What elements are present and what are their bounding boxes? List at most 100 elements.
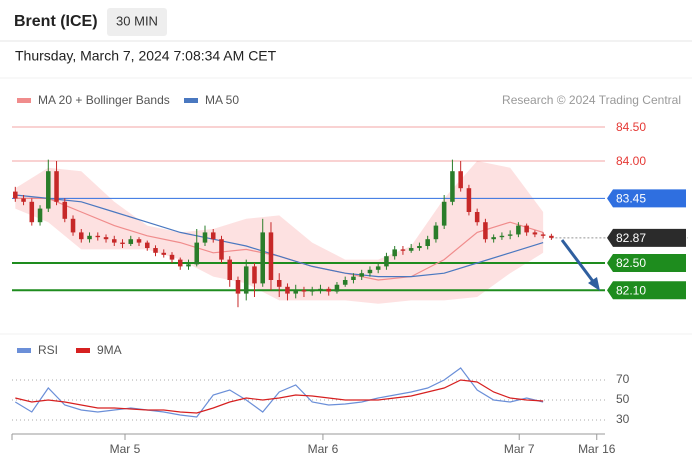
timestamp: Thursday, March 7, 2024 7:08:34 AM CET [15, 48, 277, 64]
copyright-note: Research © 2024 Trading Central [502, 93, 681, 107]
candle-body [46, 171, 51, 209]
candle-body [13, 191, 18, 199]
candle-body [532, 232, 538, 235]
candle-body [301, 290, 307, 292]
x-tick-label: Mar 6 [308, 442, 339, 456]
candle-body [144, 242, 150, 249]
candle-body [499, 235, 505, 238]
level-label: 84.00 [616, 154, 646, 168]
timeframe-badge[interactable] [107, 8, 167, 36]
legend-label: 9MA [97, 343, 122, 357]
candle-body [194, 242, 200, 265]
candle-body [466, 188, 472, 212]
legend-swatch [76, 348, 90, 353]
candle-body [524, 225, 529, 233]
x-tick-label: Mar 7 [504, 442, 535, 456]
candle-body [359, 273, 364, 277]
candle-body [408, 248, 414, 251]
level-badge [607, 189, 686, 208]
indicator-line [15, 379, 544, 414]
rsi-panel: RSI 9MA 70 50 30 Mar 5 Mar 6 Mar 7 Mar 16 [11, 343, 630, 456]
candle-body [293, 290, 298, 294]
candle-body [128, 239, 134, 244]
candle-body [95, 235, 101, 238]
price-panel: MA 20 + Bollinger Bands MA 50 84.50 84.00 83… [12, 93, 688, 308]
candle-body [276, 280, 282, 287]
candle-body [54, 171, 59, 202]
candle-body [384, 256, 389, 267]
candle-body [433, 225, 439, 240]
candle-body [169, 254, 175, 260]
indicator-line [14, 367, 544, 418]
candle-body [177, 259, 183, 267]
candle-body [252, 266, 257, 284]
level-label: 84.50 [616, 120, 646, 134]
candle-body [219, 239, 224, 260]
candle-body [491, 237, 496, 240]
candle-body [37, 208, 43, 223]
level-label: 82.10 [616, 283, 646, 297]
legend-label: RSI [38, 343, 58, 357]
y-tick-label: 50 [616, 392, 630, 406]
legend-swatch [17, 98, 31, 103]
candle-body [549, 235, 554, 238]
candle-body [516, 225, 521, 235]
x-tick-label: Mar 16 [578, 442, 616, 456]
level-badge [607, 254, 686, 272]
candle-body [458, 171, 463, 189]
candle-body [29, 201, 35, 223]
forecast-arrowhead [588, 277, 600, 291]
candle-body [103, 237, 109, 240]
candle-body [441, 201, 447, 226]
forecast-arrow [560, 239, 597, 285]
candle-body [153, 248, 158, 253]
candle-body [285, 286, 290, 294]
level-label: 83.45 [616, 192, 646, 206]
candle-body [342, 280, 348, 285]
candle-body [326, 288, 331, 292]
candle-body [112, 239, 117, 243]
candle-body [120, 242, 125, 244]
candle-body [235, 280, 241, 294]
candle-body [79, 232, 84, 240]
candle-body [186, 264, 191, 267]
y-tick-label: 30 [616, 412, 630, 426]
legend-label: MA 50 [205, 93, 239, 107]
candle-body [483, 222, 488, 240]
candle-body [425, 239, 430, 246]
x-tick-label: Mar 5 [110, 442, 141, 456]
candle-body [334, 284, 340, 292]
candle-body [87, 235, 92, 240]
legend-swatch [184, 98, 198, 103]
level-label: 82.50 [616, 256, 646, 270]
level-badge [607, 281, 686, 300]
candle-body [243, 266, 249, 294]
candle-body [268, 232, 274, 280]
candle-body [202, 232, 208, 243]
candle-body [210, 232, 216, 240]
candle-body [400, 249, 406, 251]
candle-body [62, 201, 68, 219]
candle-body [227, 259, 233, 280]
candle-body [136, 239, 142, 243]
candle-body [392, 249, 397, 257]
candle-body [318, 288, 323, 291]
level-badge [607, 228, 686, 247]
level-label: 82.87 [616, 231, 646, 245]
y-tick-label: 70 [616, 372, 630, 386]
candle-body [450, 171, 455, 202]
legend-swatch [17, 348, 31, 353]
candle-body [21, 198, 26, 202]
candle-body [540, 234, 546, 236]
candle-body [507, 234, 513, 236]
candle-body [474, 212, 480, 223]
candle-body [260, 232, 265, 284]
candle-body [309, 290, 315, 292]
legend-label: MA 20 + Bollinger Bands [38, 93, 170, 107]
candle-body [375, 266, 381, 270]
timeframe[interactable]: 30 MIN [116, 13, 158, 28]
bollinger-band [15, 161, 544, 304]
candle-body [70, 218, 76, 233]
instrument-title: Brent (ICE) [14, 13, 98, 30]
